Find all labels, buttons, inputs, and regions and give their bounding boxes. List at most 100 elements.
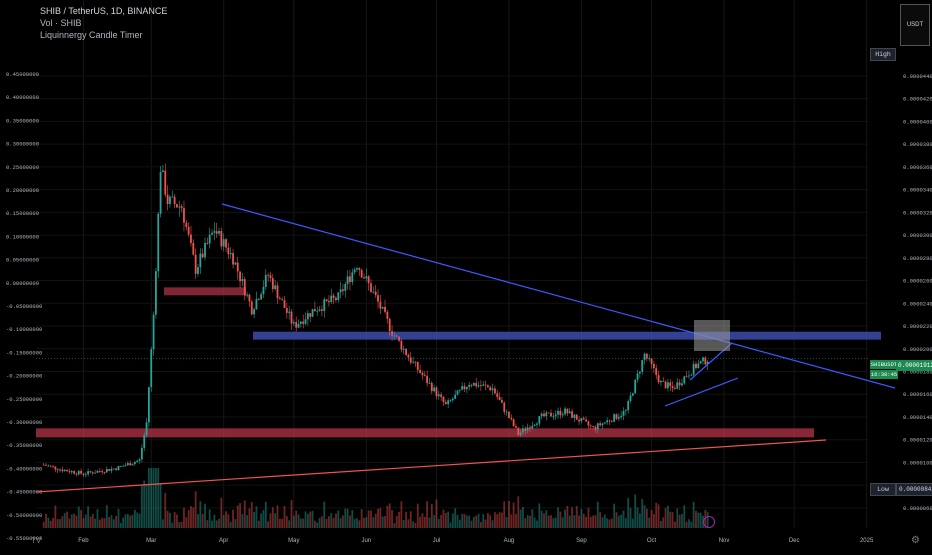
gear-icon[interactable]: ⚙ [911,535,920,546]
volume-bar [260,513,263,528]
tv-logo-icon[interactable]: TV [31,536,42,545]
candle-body [101,471,104,473]
volume-bar [381,516,384,528]
volume-bar [447,511,450,528]
candle-body [349,276,351,283]
candle-body [510,417,513,420]
candle-body [444,402,447,405]
candle-body [269,275,272,279]
volume-bar [124,514,127,528]
candle-body [211,232,213,235]
x-axis-tick-label: Feb [78,538,89,544]
volume-bar [479,521,482,528]
x-axis-tick-label: Dec [789,538,800,544]
candle-body [199,253,202,268]
volume-bar [353,518,356,528]
candle-body [248,294,251,302]
candle-body [360,269,363,278]
candle-body [426,375,429,384]
volume-bar [690,521,693,528]
candle-body [664,381,667,389]
candle-body [477,385,480,387]
candle-body [645,353,648,359]
candle-body [393,335,396,337]
volume-bar [351,510,354,528]
candle-body [143,435,146,448]
volume-bar [276,505,279,528]
candle-body [650,358,653,365]
candle-body [678,382,681,386]
volume-bar [437,518,440,528]
volume-bar [510,514,513,528]
currency-button[interactable]: USDT [900,4,930,46]
candle-timer-badge: 16:38:45 [870,370,898,379]
volume-bar [47,517,50,528]
volume-bar [487,513,489,528]
volume-bar [571,507,573,528]
candle-body [634,379,637,394]
candle-body [681,383,683,386]
candle-body [45,464,47,466]
candle-body [522,428,524,433]
volume-bar [538,503,541,528]
candle-body [627,400,630,411]
candle-body [669,382,672,387]
candle-body [660,380,662,383]
candle-body [262,286,265,295]
candle-body [580,418,583,422]
volume-bar [421,513,424,528]
candle-body [585,419,587,422]
volume-bar [77,506,80,528]
volume-bar [702,515,704,528]
candle-body [657,375,660,383]
volume-bar [89,516,92,528]
volume-bar [112,519,115,528]
candle-body [685,376,688,378]
candle-body [391,331,393,336]
candle-body [405,348,407,355]
volume-bar [157,468,160,528]
volume-bar [374,513,377,528]
left-axis-tick-label: 0.45000000 [6,71,39,78]
candle-body [304,319,307,324]
volume-bar [241,513,244,528]
volume-bar [400,501,403,528]
volume-bar [229,521,232,528]
candle-body [536,423,538,425]
candles [42,163,709,478]
candle-body [554,414,557,417]
volume-bar [412,521,414,528]
candle-body [631,393,634,396]
volume-bar [692,501,695,528]
volume-bar [164,493,167,528]
candle-body [479,385,482,387]
candle-body [589,425,592,427]
volume-bar [302,518,305,528]
volume-bar [208,509,211,528]
x-axis-tick-label: Jun [361,538,371,544]
volume-bar [283,505,286,528]
volume-bar [63,513,66,528]
candle-body [454,394,457,399]
volume-bar [482,514,485,528]
volume-bar [529,515,531,528]
candle-body [80,470,82,474]
candle-body [255,298,258,310]
volume-bar [94,518,97,528]
volume-bar [292,515,295,528]
candle-body [575,414,578,420]
volume-bar [391,510,393,528]
volume-bar [494,512,496,528]
candle-body [283,300,286,309]
candle-body [190,234,192,244]
candle-body [503,402,506,412]
candle-body [227,247,230,255]
candle-body [384,306,386,312]
volume-bar [451,513,454,528]
candle-body [54,466,57,470]
candle-body [456,390,459,395]
